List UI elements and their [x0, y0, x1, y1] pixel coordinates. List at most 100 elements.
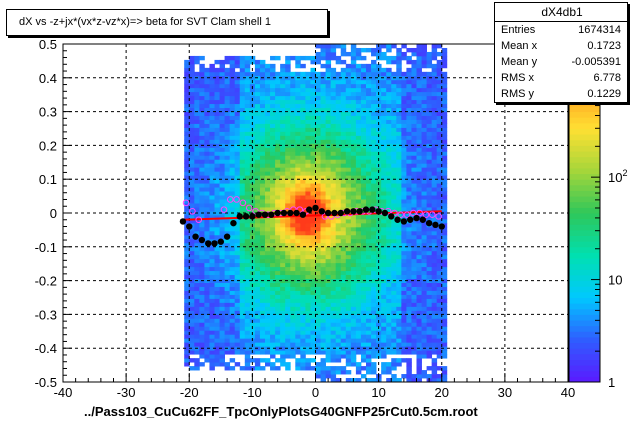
heatmap-cell — [340, 167, 347, 172]
heatmap-cell — [280, 286, 286, 291]
heatmap-cell — [330, 314, 337, 319]
heatmap-cell — [350, 338, 357, 343]
heatmap-cell — [381, 234, 387, 240]
heatmap-cell — [305, 71, 311, 77]
heatmap-cell — [199, 123, 205, 128]
heatmap-cell — [305, 350, 311, 355]
heatmap-cell — [285, 107, 291, 112]
heatmap-cell — [285, 131, 291, 136]
heatmap-cell — [366, 203, 372, 208]
heatmap-cell — [209, 103, 215, 109]
heatmap-cell — [381, 87, 387, 93]
heatmap-cell — [300, 362, 306, 367]
heatmap-cell — [270, 175, 276, 180]
heatmap-cell — [335, 123, 342, 128]
heatmap-cell — [315, 71, 321, 77]
heatmap-cell — [315, 147, 321, 152]
heatmap-cell — [194, 91, 200, 97]
heatmap-cell — [345, 87, 352, 93]
heatmap-cell — [431, 55, 438, 61]
heatmap-cell — [315, 218, 321, 224]
heatmap-cell — [189, 107, 195, 112]
heatmap-cell — [300, 79, 306, 85]
heatmap-cell — [320, 95, 326, 101]
heatmap-cell — [330, 282, 337, 287]
heatmap-cell — [320, 370, 326, 375]
heatmap-cell — [431, 159, 438, 164]
profile-point-black — [223, 233, 231, 240]
heatmap-cell — [209, 342, 215, 347]
heatmap-cell — [199, 282, 205, 287]
heatmap-cell — [426, 195, 433, 200]
heatmap-cell — [300, 318, 306, 323]
heatmap-cell — [381, 338, 387, 343]
heatmap-cell — [259, 87, 266, 93]
heatmap-cell — [254, 127, 261, 132]
heatmap-cell — [290, 246, 296, 252]
heatmap-cell — [300, 270, 306, 276]
heatmap-cell — [300, 187, 306, 192]
heatmap-cell — [320, 230, 326, 236]
heatmap-cell — [371, 342, 377, 347]
heatmap-cell — [290, 334, 296, 339]
heatmap-cell — [310, 195, 316, 200]
heatmap-cell — [209, 107, 215, 112]
heatmap-cell — [426, 115, 433, 120]
palette-band — [569, 303, 600, 310]
heatmap-cell — [280, 195, 286, 200]
heatmap-cell — [234, 95, 241, 101]
heatmap-cell — [259, 115, 266, 120]
heatmap-cell — [426, 63, 433, 69]
heatmap-cell — [295, 155, 301, 160]
heatmap-cell — [290, 338, 296, 343]
heatmap-cell — [330, 258, 337, 264]
heatmap-cell — [285, 159, 291, 164]
heatmap-cell — [366, 183, 372, 188]
heatmap-cell — [320, 314, 326, 319]
heatmap-cell — [184, 63, 190, 69]
heatmap-cell — [189, 171, 195, 176]
heatmap-cell — [386, 326, 392, 331]
heatmap-cell — [305, 131, 311, 136]
heatmap-cell — [305, 135, 311, 140]
heatmap-cell — [290, 163, 296, 168]
heatmap-cell — [436, 151, 443, 156]
heatmap-cell — [189, 147, 195, 152]
heatmap-cell — [315, 55, 321, 61]
heatmap-cell — [270, 226, 276, 232]
palette-band — [569, 184, 600, 191]
heatmap-cell — [345, 306, 352, 311]
heatmap-cell — [270, 238, 276, 244]
heatmap-cell — [345, 203, 352, 208]
heatmap-cell — [416, 270, 422, 276]
heatmap-cell — [265, 111, 271, 116]
heatmap-cell — [441, 195, 448, 200]
palette-band — [569, 235, 600, 242]
heatmap-cell — [371, 75, 377, 81]
heatmap-cell — [386, 226, 392, 232]
heatmap-cell — [259, 286, 266, 291]
heatmap-cell — [189, 187, 195, 192]
heatmap-cell — [401, 203, 407, 208]
heatmap-cell — [401, 195, 407, 200]
heatmap-cell — [366, 95, 372, 101]
heatmap-cell — [320, 298, 326, 303]
heatmap-cell — [300, 195, 306, 200]
heatmap-cell — [396, 262, 402, 268]
heatmap-cell — [371, 83, 377, 89]
heatmap-cell — [254, 270, 261, 276]
heatmap-cell — [355, 131, 362, 136]
heatmap-cell — [189, 326, 195, 331]
heatmap-cell — [315, 151, 321, 156]
heatmap-cell — [330, 159, 337, 164]
heatmap-cell — [290, 147, 296, 152]
heatmap-cell — [381, 91, 387, 97]
heatmap-cell — [305, 95, 311, 101]
heatmap-cell — [416, 91, 422, 97]
heatmap-cell — [254, 195, 261, 200]
heatmap-cell — [355, 203, 362, 208]
heatmap-cell — [229, 334, 236, 339]
heatmap-cell — [325, 183, 332, 188]
heatmap-cell — [330, 115, 337, 120]
heatmap-cell — [265, 234, 271, 240]
